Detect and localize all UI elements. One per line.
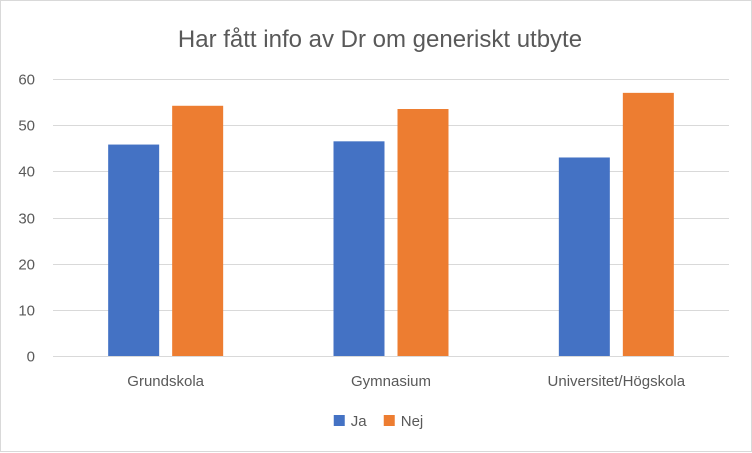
bar-ja-3 xyxy=(558,157,610,356)
legend-label: Ja xyxy=(351,413,368,430)
chart-title: Har fått info av Dr om generiskt utbyte xyxy=(178,26,582,53)
bars xyxy=(108,92,674,356)
y-tick-label: 50 xyxy=(18,118,35,135)
y-tick-label: 40 xyxy=(18,164,35,181)
x-tick-label: Universitet/Högskola xyxy=(548,373,686,390)
bar-nej-2 xyxy=(397,109,449,356)
bar-ja-2 xyxy=(333,141,385,356)
y-tick-label: 30 xyxy=(18,211,35,228)
y-tick-label: 0 xyxy=(27,349,35,366)
bar-ja-1 xyxy=(108,144,160,356)
gridlines xyxy=(53,79,729,357)
legend-swatch xyxy=(333,415,345,426)
legend-swatch xyxy=(383,415,395,426)
y-tick-label: 60 xyxy=(18,72,35,89)
x-tick-label: Gymnasium xyxy=(351,373,431,390)
x-axis-ticks: Grundskola Gymnasium Universitet/Högskola xyxy=(127,373,685,390)
legend: Ja Nej xyxy=(333,413,424,430)
bar-nej-1 xyxy=(172,105,224,356)
y-tick-label: 10 xyxy=(18,303,35,320)
legend-label: Nej xyxy=(401,413,424,430)
bar-nej-3 xyxy=(622,92,674,356)
x-tick-label: Grundskola xyxy=(127,373,204,390)
y-axis-ticks: 0 10 20 30 40 50 60 xyxy=(18,72,35,366)
y-tick-label: 20 xyxy=(18,257,35,274)
